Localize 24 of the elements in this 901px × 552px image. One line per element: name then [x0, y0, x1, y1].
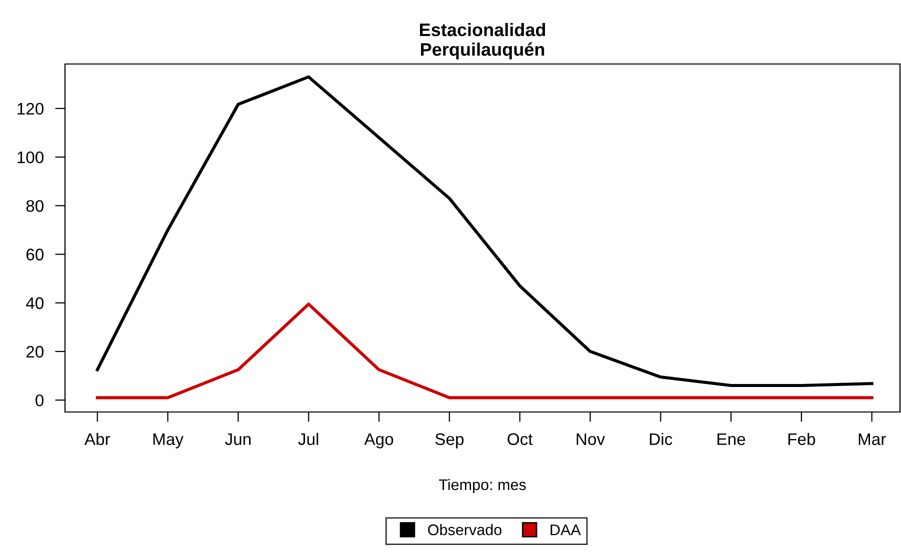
- y-tick-label: 20: [26, 346, 44, 358]
- y-tick-label: 120: [18, 102, 44, 115]
- x-tick-label: May: [153, 433, 184, 448]
- x-tick-label: Mar: [858, 433, 886, 446]
- y-tick-label: 60: [26, 248, 44, 260]
- x-tick-label: Abr: [84, 432, 110, 446]
- y-tick-label: 0: [36, 394, 44, 406]
- y-tick-label: 40: [26, 297, 44, 310]
- y-tick-label: 80: [26, 200, 44, 212]
- x-axis-title: Tiempo: mes: [438, 478, 526, 494]
- x-tick-label: Ene: [718, 433, 746, 446]
- x-tick-label: Sep: [435, 433, 464, 448]
- x-tick-label: Oct: [508, 433, 533, 446]
- line-series: [96, 75, 874, 388]
- x-tick-label: Jul: [298, 432, 318, 446]
- legend-label: Observado: [428, 524, 502, 536]
- y-tick-label: 100: [18, 151, 44, 164]
- x-tick-label: Ago: [364, 433, 394, 448]
- x-tick-label: Feb: [788, 432, 816, 446]
- x-tick-label: Nov: [576, 433, 605, 446]
- chart-title: Estacionalidad Perquilauquén: [420, 22, 546, 60]
- x-tick-label: Dic: [650, 432, 672, 446]
- legend-label: DAA: [550, 524, 581, 536]
- x-tick-label: Jun: [225, 433, 251, 446]
